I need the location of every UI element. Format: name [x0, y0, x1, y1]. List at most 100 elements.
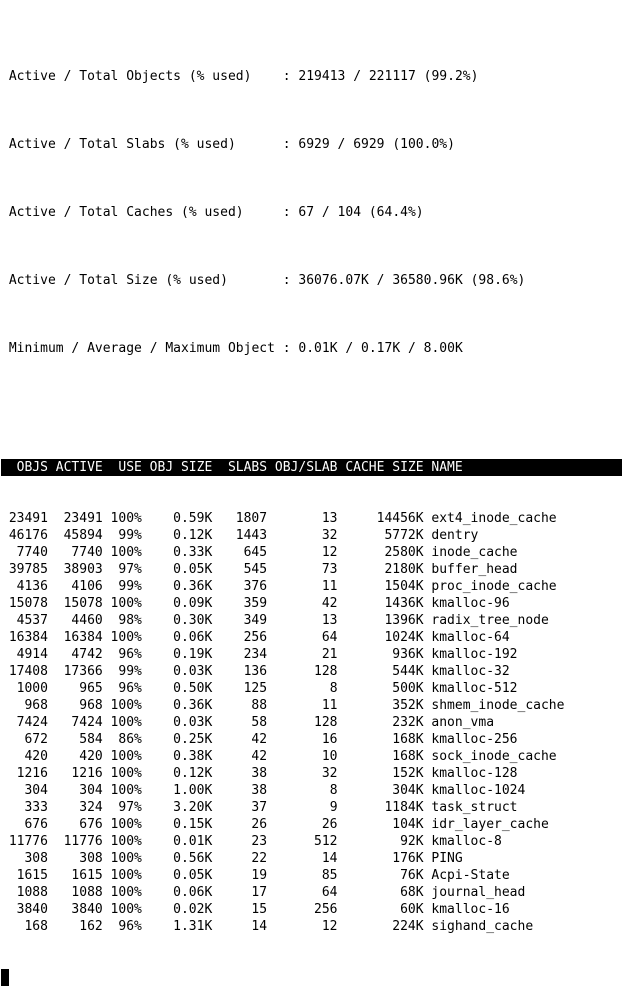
cell-obj-size: 0.03K: [173, 715, 213, 730]
cell-use: 98%: [118, 613, 142, 628]
cell-objs: 39785: [8, 562, 48, 577]
table-row: 39785 38903 97% 0.05K 545 73 2180K buffer_head: [1, 561, 622, 578]
cell-objs: 676: [24, 817, 48, 832]
table-row: 4537 4460 98% 0.30K 349 13 1396K radix_tree_nod…: [1, 612, 622, 629]
cell-obj-slab: 128: [314, 715, 338, 730]
cell-obj-slab: 512: [314, 834, 338, 849]
summary-value: 219413 / 221117 (99.2%): [298, 69, 479, 84]
cell-objs: 168: [24, 919, 48, 934]
cell-use: 100%: [110, 783, 142, 798]
header-cell-slabs: SLABS: [227, 460, 268, 475]
table-row: 968 968 100% 0.36K 88 11 352K shmem_inode_cache: [1, 697, 622, 714]
cell-slabs: 125: [243, 681, 268, 696]
cell-name: proc_inode_cache: [431, 579, 557, 594]
cell-cache-size: 1396K: [384, 613, 424, 628]
cell-objs: 968: [24, 698, 48, 713]
cell-slabs: 38: [251, 783, 268, 798]
cell-use: 99%: [118, 528, 142, 543]
cell-use: 100%: [110, 698, 142, 713]
table-row: 1088 1088 100% 0.06K 17 64 68K journal_head: [1, 884, 622, 901]
cell-name: shmem_inode_cache: [431, 698, 565, 713]
cell-cache-size: 176K: [392, 851, 424, 866]
cell-obj-slab: 128: [314, 664, 338, 679]
cell-obj-slab: 12: [321, 919, 338, 934]
cell-obj-size: 0.50K: [173, 681, 213, 696]
cell-obj-size: 3.20K: [173, 800, 213, 815]
cell-name: kmalloc-256: [431, 732, 518, 747]
cell-obj-slab: 13: [321, 613, 338, 628]
cell-objs: 3840: [16, 902, 48, 917]
cell-obj-size: 0.05K: [173, 562, 213, 577]
cell-obj-slab: 13: [321, 511, 338, 526]
cell-use: 86%: [118, 732, 142, 747]
cell-slabs: 14: [251, 919, 268, 934]
cell-objs: 4537: [16, 613, 48, 628]
cell-name: anon_vma: [431, 715, 495, 730]
cell-obj-size: 0.59K: [173, 511, 213, 526]
cell-obj-size: 0.12K: [173, 528, 213, 543]
cell-active: 584: [79, 732, 103, 747]
cell-active: 4106: [71, 579, 103, 594]
cell-obj-slab: 32: [321, 528, 338, 543]
cell-obj-slab: 8: [329, 681, 338, 696]
cell-objs: 4136: [16, 579, 48, 594]
cell-active: 4460: [71, 613, 103, 628]
cell-cache-size: 224K: [392, 919, 424, 934]
cell-slabs: 349: [243, 613, 268, 628]
summary-value: 0.01K / 0.17K / 8.00K: [298, 341, 463, 356]
cell-cache-size: 1024K: [384, 630, 424, 645]
table-row: 168 162 96% 1.31K 14 12 224K sighand_cache: [1, 918, 622, 935]
cell-cache-size: 544K: [392, 664, 424, 679]
cell-objs: 304: [24, 783, 48, 798]
cell-slabs: 234: [243, 647, 268, 662]
summary-separator: :: [282, 137, 299, 152]
cell-slabs: 17: [251, 885, 268, 900]
cell-use: 100%: [110, 630, 142, 645]
cell-use: 100%: [110, 834, 142, 849]
cell-obj-slab: 85: [321, 868, 338, 883]
cell-obj-slab: 32: [321, 766, 338, 781]
cell-obj-size: 0.12K: [173, 766, 213, 781]
cell-objs: 420: [24, 749, 48, 764]
cell-use: 100%: [110, 749, 142, 764]
cell-name: kmalloc-96: [431, 596, 510, 611]
cell-active: 162: [79, 919, 103, 934]
table-row: 676 676 100% 0.15K 26 26 104K idr_layer_cache: [1, 816, 622, 833]
cell-obj-slab: 21: [321, 647, 338, 662]
cell-slabs: 19: [251, 868, 268, 883]
cell-cache-size: 168K: [392, 732, 424, 747]
cell-obj-slab: 9: [329, 800, 338, 815]
cell-objs: 1000: [16, 681, 48, 696]
cell-cache-size: 232K: [392, 715, 424, 730]
cell-obj-size: 0.06K: [173, 630, 213, 645]
cell-name: kmalloc-8: [431, 834, 502, 849]
cell-objs: 1216: [16, 766, 48, 781]
cell-objs: 16384: [8, 630, 48, 645]
cell-obj-slab: 64: [321, 885, 338, 900]
summary-line: Active / Total Slabs (% used): 6929 / 69…: [1, 136, 622, 153]
cell-cache-size: 352K: [392, 698, 424, 713]
summary-label: Active / Total Objects (% used): [8, 69, 252, 84]
summary-line: Active / Total Objects (% used): 219413 …: [1, 68, 622, 85]
cell-slabs: 22: [251, 851, 268, 866]
cell-cache-size: 500K: [392, 681, 424, 696]
cell-cache-size: 1504K: [384, 579, 424, 594]
cell-active: 38903: [63, 562, 103, 577]
cell-use: 100%: [110, 596, 142, 611]
cell-cache-size: 304K: [392, 783, 424, 798]
cell-obj-slab: 26: [321, 817, 338, 832]
cell-obj-size: 0.05K: [173, 868, 213, 883]
summary-label: Active / Total Slabs (% used): [8, 137, 236, 152]
cell-use: 97%: [118, 562, 142, 577]
cell-use: 100%: [110, 817, 142, 832]
cell-obj-slab: 64: [321, 630, 338, 645]
header-cell-obj-slab: OBJ/SLAB: [274, 460, 338, 475]
cell-obj-slab: 16: [321, 732, 338, 747]
cell-use: 100%: [110, 902, 142, 917]
cell-obj-size: 0.19K: [173, 647, 213, 662]
summary-value: 36076.07K / 36580.96K (98.6%): [298, 273, 526, 288]
cell-slabs: 26: [251, 817, 268, 832]
cell-active: 17366: [63, 664, 103, 679]
summary-value: 67 / 104 (64.4%): [298, 205, 424, 220]
